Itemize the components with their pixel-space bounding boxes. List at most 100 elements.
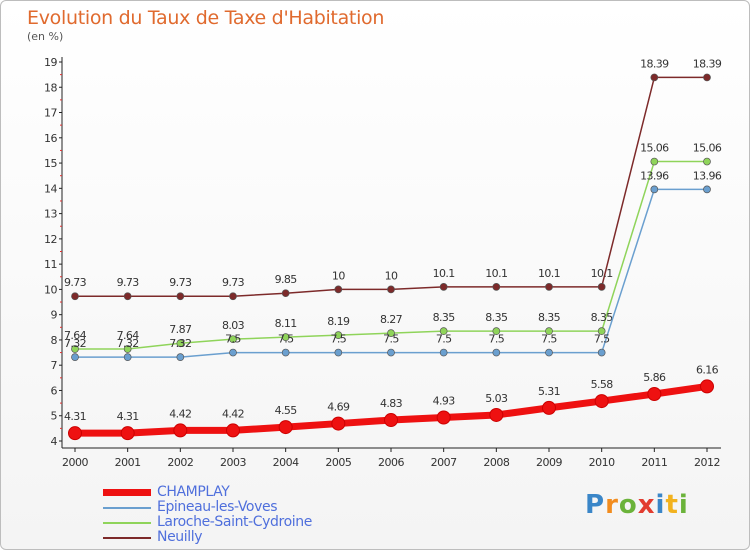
x-tick-label: 2011 bbox=[641, 456, 667, 469]
data-point bbox=[334, 331, 343, 339]
data-label: 10 bbox=[385, 269, 398, 282]
data-point bbox=[492, 327, 501, 335]
legend-swatch bbox=[103, 536, 151, 539]
data-label: 7.5 bbox=[436, 333, 452, 346]
legend-label: Neuilly bbox=[157, 529, 203, 545]
data-point bbox=[545, 283, 553, 291]
legend-item: Laroche-Saint-Cydroine bbox=[103, 515, 312, 530]
data-point bbox=[229, 348, 237, 357]
data-point bbox=[176, 353, 185, 361]
data-point bbox=[492, 283, 501, 291]
data-point bbox=[597, 283, 606, 291]
data-point bbox=[384, 413, 398, 428]
y-tick-label: 12 bbox=[44, 233, 57, 246]
y-tick-label: 16 bbox=[44, 132, 57, 145]
data-label: 9.85 bbox=[275, 273, 298, 286]
data-label: 4.55 bbox=[275, 404, 298, 417]
data-label: 6.16 bbox=[696, 363, 719, 376]
data-label: 7.32 bbox=[117, 337, 139, 350]
data-point bbox=[650, 157, 659, 166]
data-point bbox=[703, 157, 711, 166]
data-label: 7.5 bbox=[541, 333, 557, 346]
y-tick-label: 11 bbox=[44, 258, 57, 271]
data-label: 4.42 bbox=[222, 407, 244, 420]
series-line-Neuilly bbox=[75, 76, 707, 297]
data-label: 7.64 bbox=[117, 329, 140, 342]
data-point bbox=[176, 292, 185, 301]
legend-swatch bbox=[103, 521, 151, 524]
data-label: 18.39 bbox=[693, 57, 722, 70]
data-label: 8.35 bbox=[485, 311, 508, 324]
data-point bbox=[281, 348, 290, 357]
data-label: 8.03 bbox=[222, 319, 245, 332]
proxiti-logo: Proxiti bbox=[585, 490, 689, 520]
data-point bbox=[703, 185, 711, 194]
data-label: 13.96 bbox=[693, 169, 722, 182]
data-label: 9.73 bbox=[64, 276, 87, 289]
data-label: 8.35 bbox=[538, 311, 561, 324]
data-label: 4.69 bbox=[327, 401, 350, 414]
data-label: 7.5 bbox=[225, 333, 241, 346]
x-tick-label: 2000 bbox=[62, 456, 88, 469]
data-label: 4.42 bbox=[169, 407, 191, 420]
data-label: 4.93 bbox=[433, 395, 456, 408]
data-point bbox=[281, 333, 290, 342]
data-label: 9.73 bbox=[169, 276, 192, 289]
data-point bbox=[71, 353, 79, 361]
data-point bbox=[68, 426, 82, 441]
y-tick-label: 14 bbox=[44, 182, 57, 195]
y-tick-label: 9 bbox=[51, 309, 58, 322]
x-tick-label: 2004 bbox=[273, 456, 299, 469]
legend-label: CHAMPLAY bbox=[157, 484, 230, 500]
data-point bbox=[700, 379, 714, 394]
data-point bbox=[387, 348, 395, 357]
chart-subtitle: (en %) bbox=[27, 30, 64, 43]
legend-label: Laroche-Saint-Cydroine bbox=[157, 514, 312, 530]
y-tick-label: 10 bbox=[44, 283, 57, 296]
data-point bbox=[436, 410, 451, 425]
data-point bbox=[439, 327, 448, 335]
data-point bbox=[439, 348, 448, 357]
data-point bbox=[594, 394, 609, 409]
data-label: 13.96 bbox=[640, 169, 669, 182]
x-tick-label: 2012 bbox=[694, 456, 720, 469]
y-tick-label: 4 bbox=[51, 435, 58, 448]
chart-legend: CHAMPLAY Epineau-les-Voves Laroche-Saint-C… bbox=[103, 485, 312, 545]
data-label: 7.5 bbox=[488, 333, 504, 346]
data-label: 7.32 bbox=[169, 337, 191, 350]
data-label: 4.31 bbox=[64, 410, 86, 423]
data-label: 5.03 bbox=[485, 392, 508, 405]
legend-item: Epineau-les-Voves bbox=[103, 500, 312, 515]
data-point bbox=[650, 185, 659, 194]
data-label: 10.1 bbox=[433, 267, 455, 280]
data-point bbox=[120, 426, 135, 441]
data-label: 7.32 bbox=[64, 337, 86, 350]
logo-letter: o bbox=[618, 490, 638, 520]
x-tick-label: 2007 bbox=[431, 456, 457, 469]
data-label: 7.5 bbox=[330, 333, 346, 346]
logo-letter: P bbox=[585, 490, 606, 520]
data-label: 8.11 bbox=[275, 317, 297, 330]
y-tick-label: 18 bbox=[44, 81, 57, 94]
data-point bbox=[492, 348, 501, 357]
data-label: 4.83 bbox=[380, 397, 403, 410]
data-point bbox=[123, 353, 132, 361]
data-point bbox=[334, 348, 343, 357]
data-point bbox=[331, 416, 346, 431]
logo-letter: x bbox=[637, 490, 656, 520]
data-point bbox=[123, 292, 132, 301]
data-point bbox=[71, 292, 79, 301]
data-label: 7.5 bbox=[383, 333, 399, 346]
data-point bbox=[123, 345, 132, 353]
y-tick-label: 5 bbox=[51, 410, 58, 423]
data-label: 10.1 bbox=[591, 267, 613, 280]
y-tick-label: 13 bbox=[44, 208, 57, 221]
y-tick-label: 15 bbox=[44, 157, 57, 170]
x-tick-label: 2010 bbox=[589, 456, 615, 469]
data-point bbox=[173, 423, 188, 438]
data-point bbox=[334, 285, 343, 294]
data-point bbox=[226, 423, 240, 438]
data-label: 8.35 bbox=[591, 311, 614, 324]
data-point bbox=[281, 289, 290, 298]
